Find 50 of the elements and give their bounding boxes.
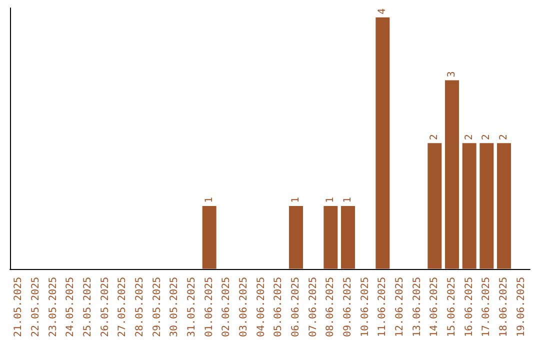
x-tick-label: 16.06.2025: [464, 276, 475, 338]
data-label: 4: [377, 8, 388, 14]
x-tick-label: 11.06.2025: [377, 276, 388, 338]
x-tick-label: 12.06.2025: [394, 276, 406, 338]
x-tick-label: 09.06.2025: [342, 276, 354, 338]
bar: [341, 206, 355, 269]
x-tick-label: 07.06.2025: [308, 276, 319, 338]
bar: [289, 206, 303, 269]
x-tick-label: 23.05.2025: [48, 276, 59, 338]
data-label: 2: [429, 134, 440, 140]
data-label: 1: [325, 196, 336, 203]
x-tick-label: 24.05.2025: [65, 276, 76, 338]
data-label: 1: [342, 196, 354, 203]
x-tick-label: 05.06.2025: [273, 276, 284, 338]
bar: [376, 17, 390, 269]
x-tick-label: 18.06.2025: [498, 276, 510, 338]
bar: [324, 206, 338, 269]
x-tick-label: 04.06.2025: [256, 276, 267, 338]
x-tick-label: 03.06.2025: [238, 276, 250, 338]
x-tick-label: 30.05.2025: [169, 276, 180, 338]
x-tick-label: 22.05.2025: [30, 276, 42, 338]
x-tick-label: 25.05.2025: [82, 276, 94, 338]
x-tick-label: 08.06.2025: [325, 276, 336, 338]
data-label: 2: [464, 134, 475, 140]
x-tick-label: 21.05.2025: [13, 276, 24, 338]
x-tick-label: 10.06.2025: [360, 276, 371, 338]
data-label: 3: [446, 71, 458, 78]
x-tick-label: 26.05.2025: [100, 276, 111, 338]
x-tick-label: 14.06.2025: [429, 276, 440, 338]
bar: [445, 80, 459, 269]
x-tick-label: 13.06.2025: [412, 276, 423, 338]
x-tick-label: 19.06.2025: [516, 276, 527, 338]
x-tick-label: 29.05.2025: [152, 276, 163, 338]
x-tick-label: 06.06.2025: [290, 276, 302, 338]
data-label: 2: [498, 134, 510, 140]
x-tick-label: 15.06.2025: [446, 276, 458, 338]
bar: [428, 143, 442, 269]
bar: [497, 143, 511, 269]
x-tick-label: 27.05.2025: [117, 276, 128, 338]
bar: [202, 206, 216, 269]
x-tick-label: 02.06.2025: [221, 276, 232, 338]
x-tick-label: 28.05.2025: [134, 276, 146, 338]
bar: [462, 143, 476, 269]
bar: [480, 143, 494, 269]
data-label: 2: [481, 134, 492, 140]
x-tick-label: 01.06.2025: [204, 276, 215, 338]
data-label: 1: [204, 196, 215, 203]
x-tick-label: 17.06.2025: [481, 276, 492, 338]
x-tick-label: 31.05.2025: [186, 276, 198, 338]
data-label: 1: [290, 196, 302, 203]
